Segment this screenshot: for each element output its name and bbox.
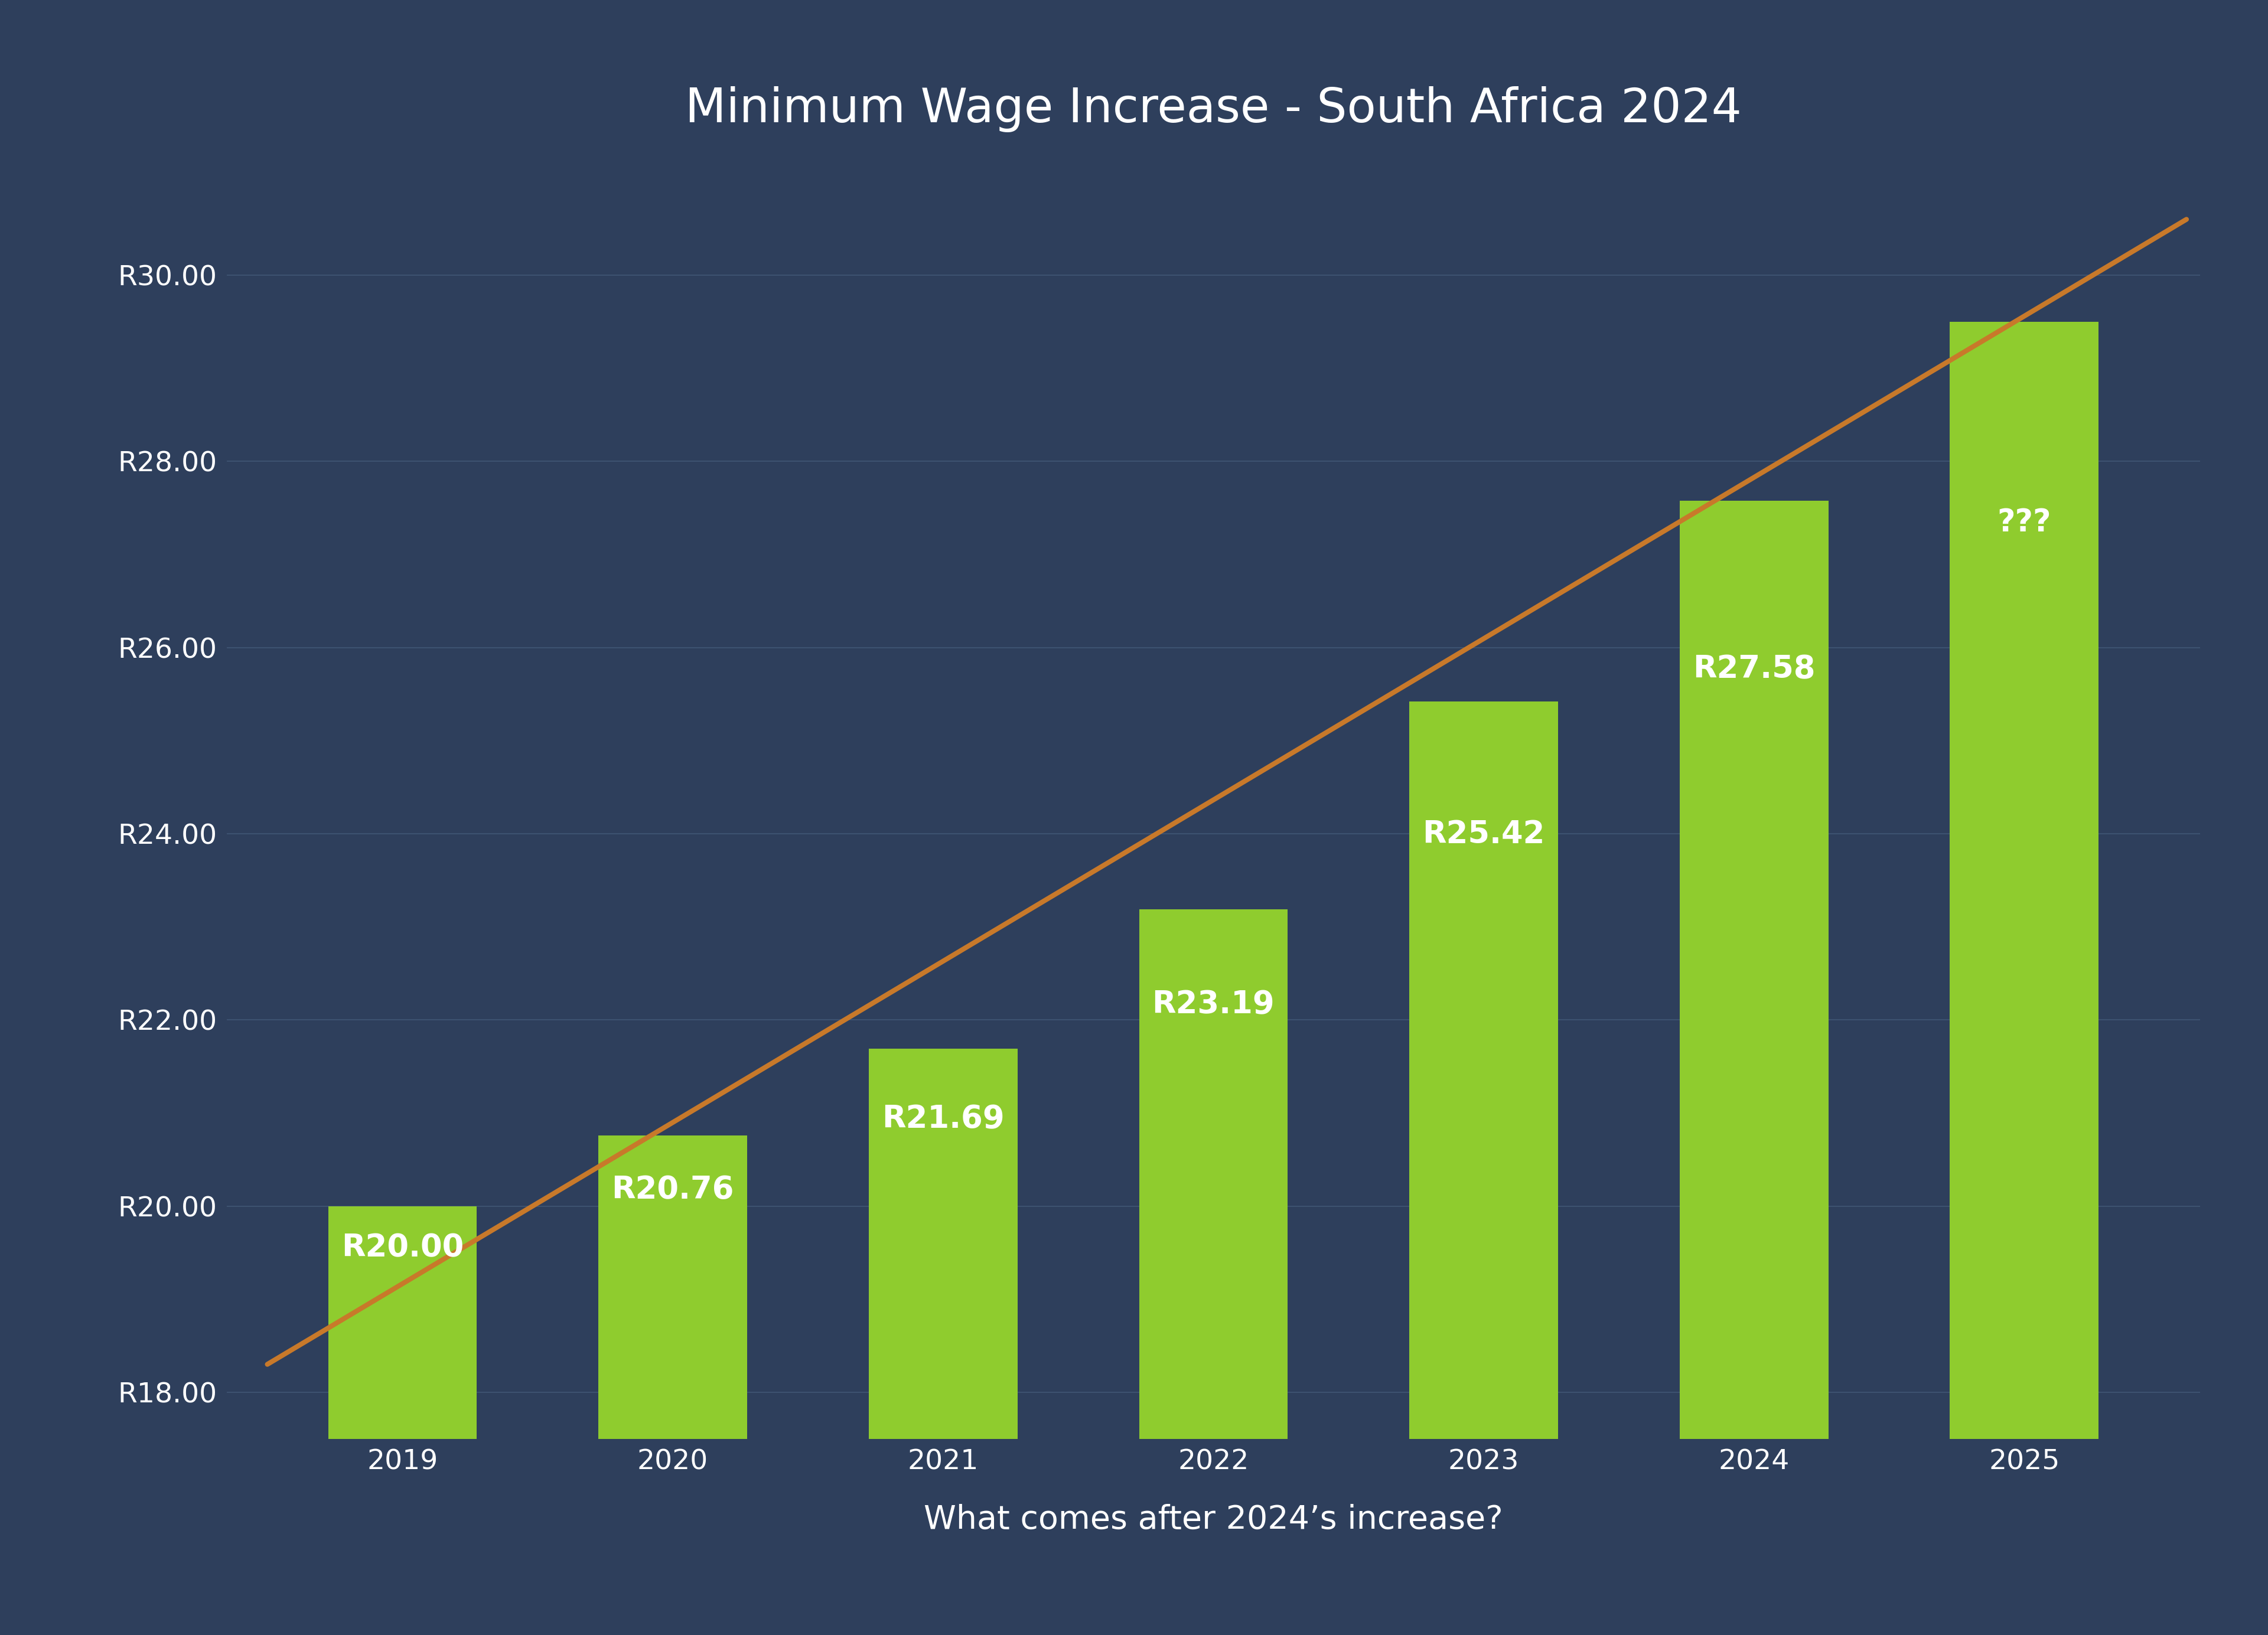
Bar	[1681, 500, 1828, 1439]
X-axis label: What comes after 2024’s increase?: What comes after 2024’s increase?	[923, 1504, 1504, 1535]
Text: R20.00: R20.00	[340, 1233, 463, 1264]
Text: ???: ???	[1998, 507, 2050, 538]
Text: R23.19: R23.19	[1152, 989, 1275, 1020]
Text: R25.42: R25.42	[1422, 819, 1545, 850]
Bar	[1408, 701, 1558, 1439]
Bar	[1950, 322, 2098, 1439]
Bar	[329, 1207, 476, 1439]
Text: R21.69: R21.69	[882, 1104, 1005, 1135]
Bar	[1139, 909, 1288, 1439]
Bar	[869, 1048, 1018, 1439]
Bar	[599, 1135, 746, 1439]
Text: R27.58: R27.58	[1692, 654, 1814, 685]
Title: Minimum Wage Increase - South Africa 2024: Minimum Wage Increase - South Africa 202…	[685, 87, 1742, 132]
Text: R20.76: R20.76	[612, 1174, 735, 1205]
